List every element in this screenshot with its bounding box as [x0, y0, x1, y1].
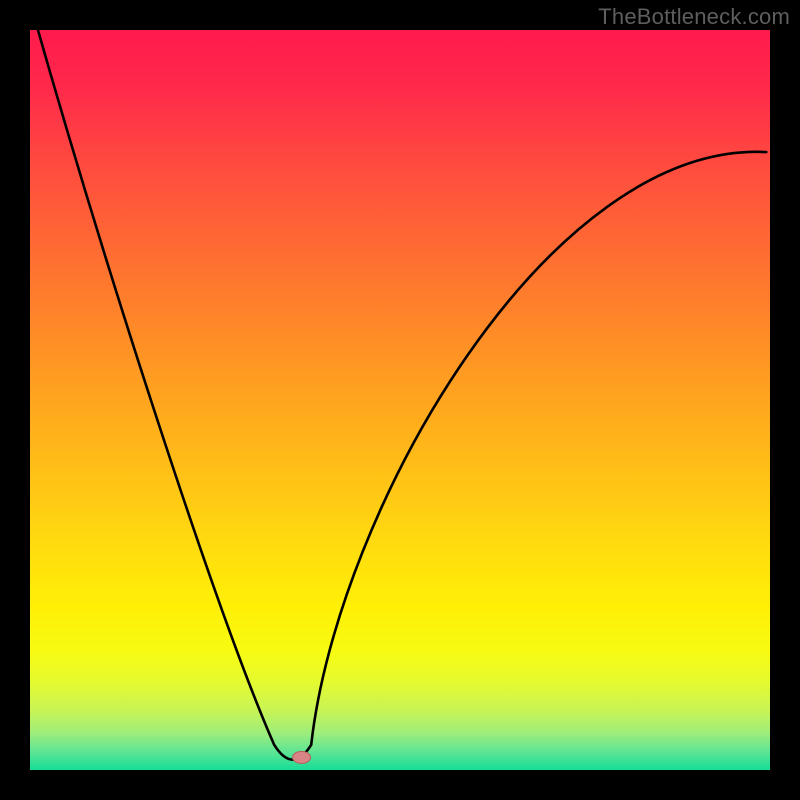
operating-point-marker	[293, 751, 311, 763]
plot-background	[30, 30, 770, 770]
bottleneck-chart	[0, 0, 800, 800]
chart-container: TheBottleneck.com	[0, 0, 800, 800]
watermark-text: TheBottleneck.com	[598, 4, 790, 30]
